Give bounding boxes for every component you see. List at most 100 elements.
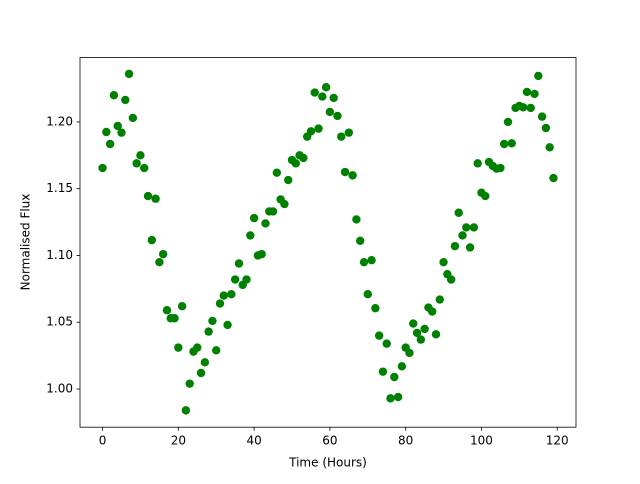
point: [113, 121, 122, 131]
point: [185, 379, 194, 388]
point: [284, 175, 293, 185]
point: [155, 257, 164, 267]
point: [151, 194, 160, 203]
point: [121, 95, 130, 105]
x-tick-label: 20: [171, 434, 186, 448]
point: [136, 151, 145, 160]
point: [496, 163, 505, 173]
point: [200, 358, 210, 367]
point: [246, 231, 255, 240]
x-tick-label: 80: [398, 434, 413, 448]
point: [522, 87, 532, 97]
point: [526, 103, 535, 113]
point: [174, 343, 183, 352]
point: [280, 199, 289, 209]
point: [541, 123, 551, 133]
point: [318, 92, 327, 101]
point: [268, 207, 278, 216]
point: [537, 112, 547, 121]
point: [469, 223, 479, 232]
point: [473, 159, 482, 168]
y-tick-label: 1.15: [46, 181, 73, 195]
point: [314, 124, 323, 133]
point: [409, 319, 418, 328]
point: [348, 171, 357, 180]
point: [261, 219, 270, 228]
point: [428, 307, 437, 316]
point: [257, 249, 266, 259]
point: [352, 215, 361, 224]
point: [530, 89, 539, 99]
point: [454, 208, 463, 217]
y-tick-label: 1.00: [46, 382, 73, 396]
point: [227, 290, 236, 299]
point: [390, 372, 399, 382]
point: [162, 306, 172, 315]
point: [367, 255, 376, 265]
y-tick-label: 1.20: [46, 114, 73, 128]
point: [223, 320, 232, 330]
point: [363, 290, 372, 299]
point: [333, 111, 342, 121]
point: [518, 103, 528, 112]
point: [143, 191, 153, 201]
point: [234, 259, 244, 268]
point: [450, 241, 460, 251]
point: [325, 107, 335, 117]
point: [128, 113, 138, 123]
point: [397, 362, 407, 371]
point: [132, 159, 141, 168]
point: [465, 243, 475, 252]
point: [344, 128, 354, 137]
x-tick-label: 60: [322, 434, 337, 448]
point: [337, 132, 346, 141]
y-tick-label: 1.10: [46, 248, 73, 262]
point: [219, 291, 228, 300]
x-axis-label: Time (Hours): [288, 456, 367, 470]
point: [371, 304, 380, 313]
point: [431, 330, 441, 339]
point: [208, 316, 217, 326]
point: [393, 392, 403, 402]
point: [359, 257, 369, 267]
point: [458, 231, 467, 240]
point: [98, 163, 107, 173]
point: [177, 302, 187, 311]
point: [416, 335, 426, 344]
point: [507, 139, 516, 148]
point: [105, 139, 115, 149]
y-axis-label: Normalised Flux: [19, 194, 33, 291]
point: [158, 249, 168, 259]
point: [215, 299, 225, 308]
point: [412, 328, 422, 338]
point: [272, 168, 282, 177]
point: [382, 339, 391, 348]
point: [124, 69, 134, 79]
axes-frame: [79, 57, 577, 428]
point: [140, 163, 149, 173]
point: [435, 295, 444, 304]
point: [291, 159, 300, 168]
point: [340, 167, 350, 177]
x-tick-label: 0: [99, 434, 107, 448]
point: [306, 127, 316, 136]
x-tick-label: 120: [546, 434, 569, 448]
point: [439, 257, 448, 267]
point: [230, 275, 240, 284]
point: [321, 83, 331, 92]
point: [374, 331, 384, 340]
point: [242, 275, 251, 284]
point: [420, 324, 429, 334]
point: [446, 275, 456, 284]
point: [503, 117, 513, 127]
point: [462, 223, 471, 232]
x-tick-label: 100: [470, 434, 493, 448]
y-tick-label: 1.05: [46, 315, 73, 329]
point: [212, 346, 221, 355]
point: [170, 314, 179, 323]
point: [109, 91, 119, 100]
point: [147, 235, 157, 245]
